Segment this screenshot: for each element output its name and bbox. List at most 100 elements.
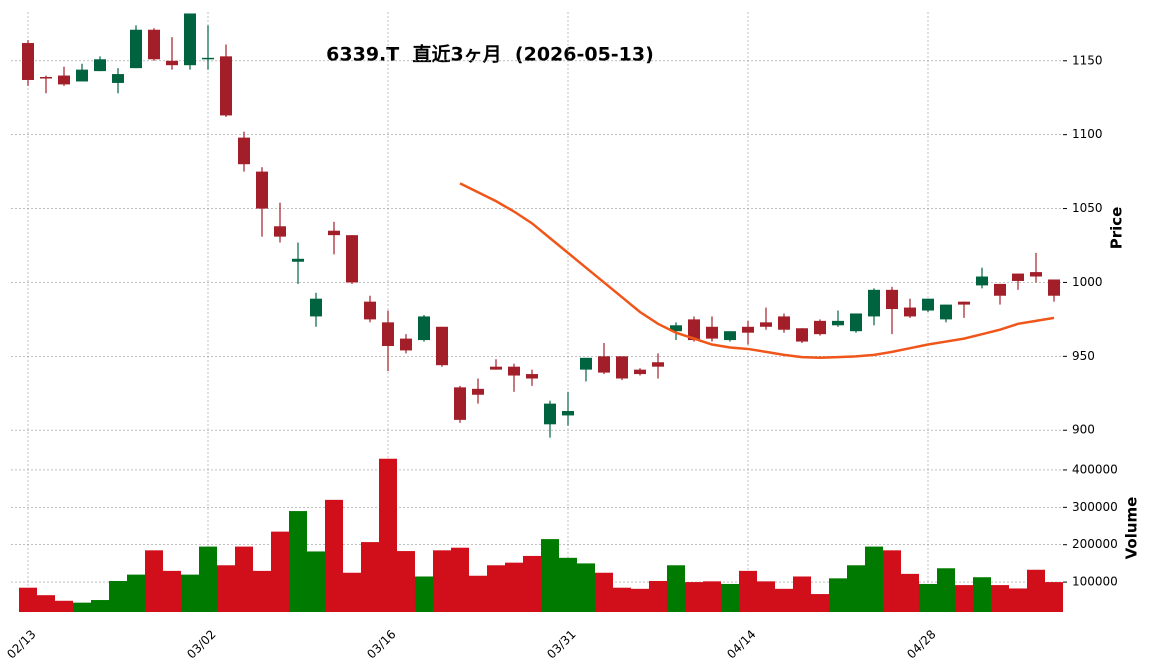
- volume-bar: [883, 550, 901, 612]
- y-tick-label: 1050: [1072, 201, 1103, 215]
- candle-body: [112, 74, 124, 83]
- candle-body: [130, 29, 142, 69]
- volume-bar: [73, 602, 91, 612]
- candle-body: [706, 326, 718, 339]
- volume-bar: [991, 585, 1009, 612]
- y-tick-label: 1150: [1072, 53, 1103, 67]
- y2-tick-label: 300000: [1072, 500, 1118, 514]
- volume-bar: [595, 572, 613, 612]
- candle-body: [490, 366, 502, 370]
- volume-bar: [847, 565, 865, 612]
- candle-body: [940, 304, 952, 320]
- candle-body: [256, 171, 268, 209]
- volume-bar: [559, 557, 577, 612]
- chart-title: 6339.T 直近3ヶ月 (2026-05-13): [326, 43, 654, 66]
- candle-body: [688, 319, 700, 341]
- candle-body: [508, 366, 520, 376]
- volume-bar: [433, 550, 451, 612]
- candle-body: [544, 403, 556, 425]
- x-tick-label: 02/13: [4, 627, 38, 661]
- y-tick-label: 1000: [1072, 275, 1103, 289]
- volume-bar: [955, 585, 973, 612]
- x-tick-label: 03/16: [364, 627, 398, 661]
- candle-body: [328, 230, 340, 236]
- candle-body: [22, 43, 34, 80]
- candle-body: [202, 57, 214, 60]
- x-tick-label: 03/02: [184, 627, 218, 661]
- candle-body: [778, 316, 790, 330]
- x-tick-label: 03/31: [544, 627, 578, 661]
- candle-body: [436, 326, 448, 366]
- candle-body: [580, 357, 592, 370]
- y-tick-label: 900: [1072, 423, 1095, 437]
- volume-bar: [199, 546, 217, 612]
- candle-body: [652, 362, 664, 367]
- volume-bar: [397, 551, 415, 612]
- volume-bar: [1009, 588, 1027, 612]
- candle-body: [382, 322, 394, 346]
- candle-body: [760, 322, 772, 327]
- volume-bar: [757, 581, 775, 612]
- volume-bar: [541, 539, 559, 612]
- candle-body: [994, 283, 1006, 296]
- y2-axis-title: Volume: [1123, 497, 1141, 560]
- candle-body: [346, 235, 358, 283]
- candle-body: [832, 320, 844, 326]
- volume-bar: [613, 587, 631, 612]
- moving-average-line: [459, 182, 1055, 360]
- candle-body: [922, 298, 934, 311]
- x-tick-label: 04/14: [724, 627, 758, 661]
- volume-bar: [19, 587, 37, 612]
- volume-bar: [1027, 569, 1045, 612]
- candle-body: [1012, 273, 1024, 281]
- volume-bar: [811, 594, 829, 612]
- volume-bar: [523, 555, 541, 612]
- candle-body: [238, 137, 250, 165]
- candle-body: [1048, 279, 1060, 296]
- candle-body: [796, 328, 808, 342]
- volume-bar: [577, 563, 595, 612]
- candle-body: [814, 320, 826, 335]
- candle-body: [904, 307, 916, 317]
- volume-bar: [775, 588, 793, 612]
- candle-body: [976, 276, 988, 286]
- volume-bar: [289, 511, 307, 612]
- volume-bar: [217, 565, 235, 612]
- candle-body: [292, 258, 304, 262]
- candle-body: [220, 56, 232, 116]
- x-tick-label: 04/28: [904, 627, 938, 661]
- y2-tick-label: 400000: [1072, 462, 1118, 476]
- candle-body: [850, 313, 862, 332]
- volume-bar: [901, 573, 919, 612]
- candle-body: [454, 387, 466, 420]
- candle-body: [958, 301, 970, 305]
- y-tick-label: 1100: [1072, 127, 1103, 141]
- candle-body: [472, 388, 484, 395]
- candle-body: [742, 326, 754, 333]
- candle-body: [166, 60, 178, 66]
- candle-body: [364, 301, 376, 320]
- volume-bar: [271, 531, 289, 612]
- volume-bar: [1045, 582, 1063, 612]
- candle-body: [76, 69, 88, 82]
- candle-body: [886, 289, 898, 310]
- volume-bar: [181, 574, 199, 612]
- volume-bar: [343, 572, 361, 612]
- volume-bar: [109, 580, 127, 612]
- volume-bar: [127, 574, 145, 612]
- volume-bar: [379, 458, 397, 612]
- candle-body: [562, 411, 574, 416]
- y-tick-label: 950: [1072, 349, 1095, 363]
- candle-body: [670, 325, 682, 332]
- volume-bar: [865, 546, 883, 612]
- volume-bar: [325, 499, 343, 612]
- candle-body: [184, 13, 196, 66]
- volume-bar: [631, 588, 649, 612]
- volume-bar: [235, 546, 253, 612]
- volume-bar: [505, 562, 523, 612]
- volume-bar: [937, 568, 955, 612]
- volume-bar: [721, 583, 739, 612]
- volume-bar: [703, 581, 721, 612]
- volume-bar: [91, 600, 109, 612]
